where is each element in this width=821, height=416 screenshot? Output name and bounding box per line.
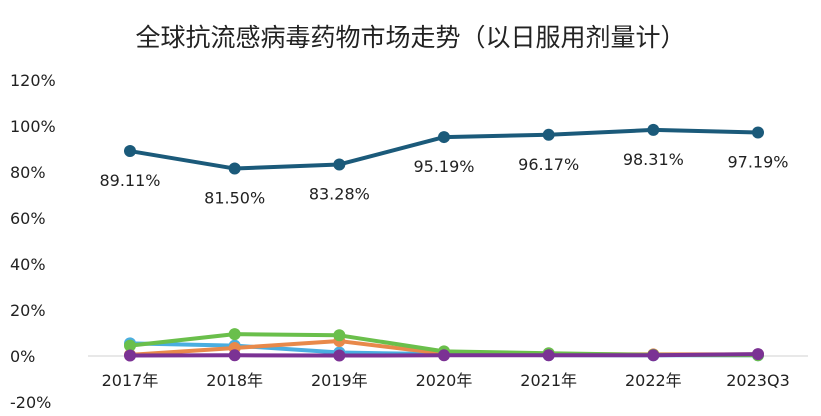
x-tick-label: 2017年 <box>102 371 159 390</box>
data-label: 98.31% <box>623 150 684 169</box>
x-tick-label: 2022年 <box>625 371 682 390</box>
data-point <box>333 158 346 171</box>
y-tick-label: 100% <box>10 117 56 136</box>
data-point <box>124 145 136 158</box>
data-point <box>752 348 764 361</box>
data-point <box>333 329 346 342</box>
y-tick-label: 40% <box>10 255 46 274</box>
data-label: 81.50% <box>204 189 265 208</box>
data-point <box>542 349 555 362</box>
data-point <box>333 349 346 362</box>
chart-title: 全球抗流感病毒药物市场走势（以日服用剂量计） <box>135 23 686 52</box>
data-point <box>228 349 241 362</box>
y-tick-label: 60% <box>10 209 46 228</box>
y-tick-label: 0% <box>10 347 35 366</box>
y-tick-label: 120% <box>10 71 56 90</box>
data-point <box>647 123 660 136</box>
data-point <box>228 162 241 175</box>
y-tick-label: 80% <box>10 163 46 182</box>
data-label: 96.17% <box>518 155 579 174</box>
data-point <box>124 349 136 362</box>
x-tick-label: 2023Q3 <box>726 371 790 390</box>
x-tick-label: 2019年 <box>311 371 368 390</box>
data-point <box>438 131 450 144</box>
data-point <box>647 349 660 362</box>
data-point <box>542 128 555 141</box>
y-tick-label: 20% <box>10 301 46 320</box>
data-point <box>438 349 450 362</box>
data-label: 97.19% <box>727 152 788 171</box>
x-tick-label: 2020年 <box>416 371 473 390</box>
x-tick-label: 2021年 <box>520 371 577 390</box>
x-tick-label: 2018年 <box>206 371 263 390</box>
y-tick-label: -20% <box>10 393 51 412</box>
data-label: 95.19% <box>413 157 474 176</box>
data-point <box>752 126 764 139</box>
data-point <box>124 339 136 352</box>
data-point <box>228 328 241 341</box>
data-label: 89.11% <box>99 171 160 190</box>
data-label: 83.28% <box>309 184 370 203</box>
